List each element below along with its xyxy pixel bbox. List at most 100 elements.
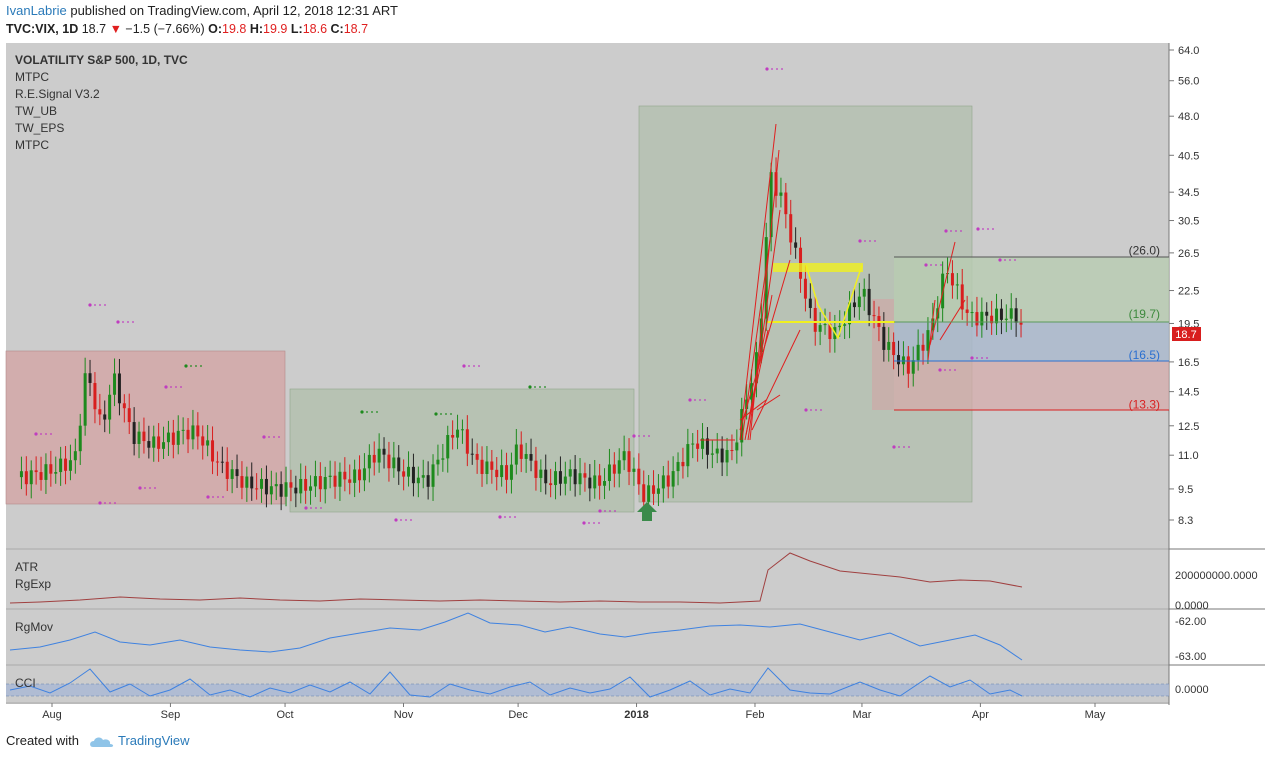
signal-dot-trail (648, 435, 650, 437)
candle-body (456, 429, 460, 438)
candle-body (769, 172, 773, 238)
signal-dot (804, 408, 808, 412)
signal-dot (976, 227, 980, 231)
candle-body (500, 465, 504, 478)
atr-line (9, 552, 1023, 604)
legend-item[interactable]: MTPC (15, 70, 49, 84)
price-tick-label: 11.0 (1178, 450, 1199, 462)
rgmov-label[interactable]: RgMov (15, 620, 54, 634)
candle-body (882, 326, 886, 350)
signal-dot-trail (410, 519, 412, 521)
atr-pane[interactable] (6, 550, 1169, 608)
candle-body (343, 471, 347, 480)
tradingview-brand-link[interactable]: TradingView (118, 733, 190, 748)
atr-label[interactable]: ATR (15, 560, 39, 574)
rgmov-tick: -63.00 (1175, 651, 1207, 663)
candle-body (803, 278, 807, 299)
legend-item[interactable]: MTPC (15, 138, 49, 152)
cci-label[interactable]: CCI (15, 676, 36, 690)
price-axis[interactable] (1169, 43, 1265, 705)
candle-body (460, 429, 464, 431)
legend-item[interactable]: TW_UB (15, 104, 57, 118)
signal-dot (88, 303, 92, 307)
legend-title: VOLATILITY S&P 500, 1D, TVC (15, 53, 188, 67)
signal-dot-trail (930, 264, 932, 266)
candle-body (705, 438, 709, 455)
candle-body (206, 440, 210, 446)
candle-body (73, 451, 77, 461)
signal-dot-trail (874, 240, 876, 242)
signal-dot (262, 435, 266, 439)
candle-body (524, 454, 528, 459)
level-lines (894, 256, 1169, 411)
candle-body (387, 454, 391, 469)
signal-dot-trail (514, 516, 516, 518)
candle-body (235, 469, 239, 477)
signal-dot-trail (366, 411, 368, 413)
time-tick-label: Apr (972, 709, 989, 721)
candle-body (647, 485, 651, 502)
author-link[interactable]: IvanLabrie (6, 3, 67, 18)
signal-dot-trail (400, 519, 402, 521)
candle-body (78, 425, 82, 452)
candle-body (857, 296, 861, 308)
candle-body (965, 309, 969, 313)
candle-body (1019, 322, 1023, 325)
candle-body (588, 477, 592, 489)
signal-dot-trail (122, 321, 124, 323)
candle-body (269, 486, 273, 495)
chart-canvas[interactable]: (26.0) (19.7) (16.5) (13.3) 64.0 56.0 48.0 40.… (0, 0, 1270, 730)
candle-body (137, 431, 141, 444)
legend-item[interactable]: TW_EPS (15, 121, 65, 135)
time-tick-label: Nov (394, 709, 414, 721)
legend-item[interactable]: R.E.Signal V3.2 (15, 87, 100, 101)
signal-dot-trail (903, 446, 905, 448)
signal-dot-trail (935, 264, 937, 266)
candle-body (710, 453, 714, 455)
candle-body (407, 466, 411, 477)
candle-body (848, 302, 852, 325)
candle-body (113, 373, 117, 395)
candle-body (362, 468, 366, 481)
candle-body (39, 472, 43, 480)
candle-body (122, 403, 126, 409)
candle-body (88, 373, 92, 383)
candle-body (152, 436, 156, 448)
signal-dot (892, 445, 896, 449)
price-tick-label: 48.0 (1178, 111, 1199, 123)
candle-body (828, 324, 832, 340)
signal-dot-trail (1014, 259, 1016, 261)
candle-body (573, 469, 577, 485)
publish-info: IvanLabrie published on TradingView.com,… (6, 3, 398, 18)
candle-body (19, 471, 23, 478)
signal-dot-trail (864, 240, 866, 242)
candle-body (353, 469, 357, 483)
candle-body (480, 459, 484, 474)
tradingview-cloud-icon (89, 737, 113, 747)
candle-body (490, 461, 494, 470)
candle-body (485, 461, 489, 474)
candle-body (93, 382, 97, 410)
candle-body (598, 475, 602, 486)
price-tick-label: 22.5 (1178, 286, 1199, 298)
price-tick-label: 40.5 (1178, 150, 1199, 162)
candle-body (186, 429, 190, 440)
rgexp-label[interactable]: RgExp (15, 577, 52, 591)
signal-dot-trail (450, 413, 452, 415)
candle-body (333, 475, 337, 487)
rgmov-pane[interactable] (6, 610, 1169, 664)
signal-dot-trail (278, 436, 280, 438)
candle-body (676, 461, 680, 472)
candle-body (568, 469, 572, 477)
time-tick-label: Feb (745, 709, 764, 721)
price-tick-label: 64.0 (1178, 45, 1199, 57)
candle-body (549, 483, 553, 486)
signal-dot-trail (222, 496, 224, 498)
candle-body (779, 192, 783, 196)
signal-dot-trail (40, 433, 42, 435)
price-tick-label: 16.5 (1178, 357, 1199, 369)
signal-dot-trail (614, 510, 616, 512)
signal-dot-trail (955, 230, 957, 232)
atr-tick: 0.0000 (1175, 600, 1209, 612)
candle-body (999, 308, 1003, 320)
